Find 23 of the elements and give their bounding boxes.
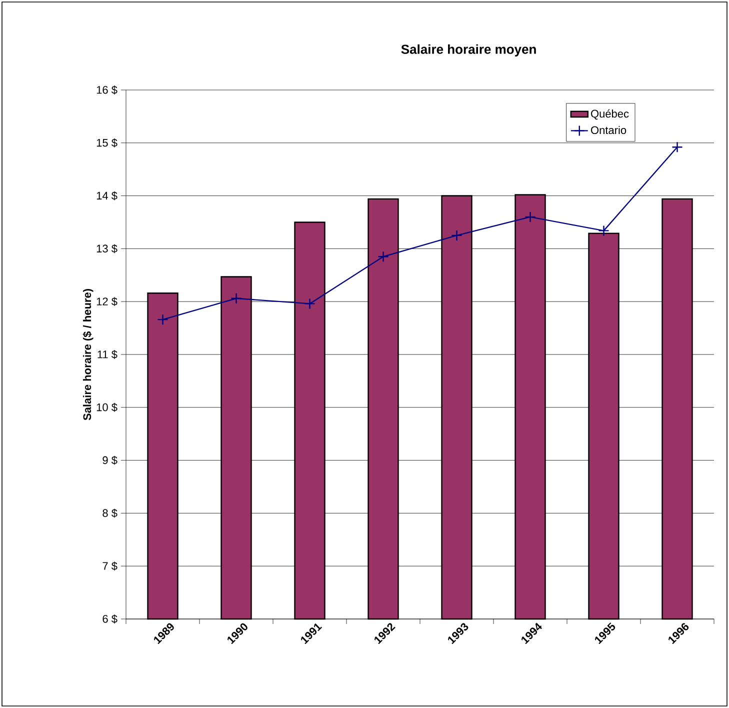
legend-label: Québec — [591, 109, 629, 120]
y-tick-label: 11 $ — [98, 350, 118, 359]
y-tick-label: 15 $ — [96, 138, 118, 148]
y-tick-label: 9 $ — [102, 456, 118, 465]
point — [672, 142, 683, 153]
point — [598, 225, 610, 236]
y-axis-title: Salaire horaire ($ / heure) — [82, 289, 94, 420]
legend-label: Ontario — [591, 126, 626, 134]
y-tick-label: 6 $ — [102, 614, 118, 624]
y-tick-label: 10 $ — [96, 402, 118, 412]
point — [304, 298, 316, 310]
y-tick-label: 14 $ — [96, 191, 118, 200]
point — [157, 314, 168, 326]
y-tick-label: 16 $ — [96, 86, 118, 94]
y-tick-label: 8 $ — [102, 508, 118, 518]
point — [230, 292, 242, 304]
y-tick-label: 7 $ — [102, 562, 118, 571]
point — [451, 230, 462, 242]
point — [378, 251, 389, 262]
chart-title: Salaire horaire moyen — [401, 44, 536, 56]
point — [524, 211, 536, 223]
y-tick-label: 12 $ — [96, 297, 118, 306]
y-tick-label: 13 $ — [96, 244, 118, 254]
